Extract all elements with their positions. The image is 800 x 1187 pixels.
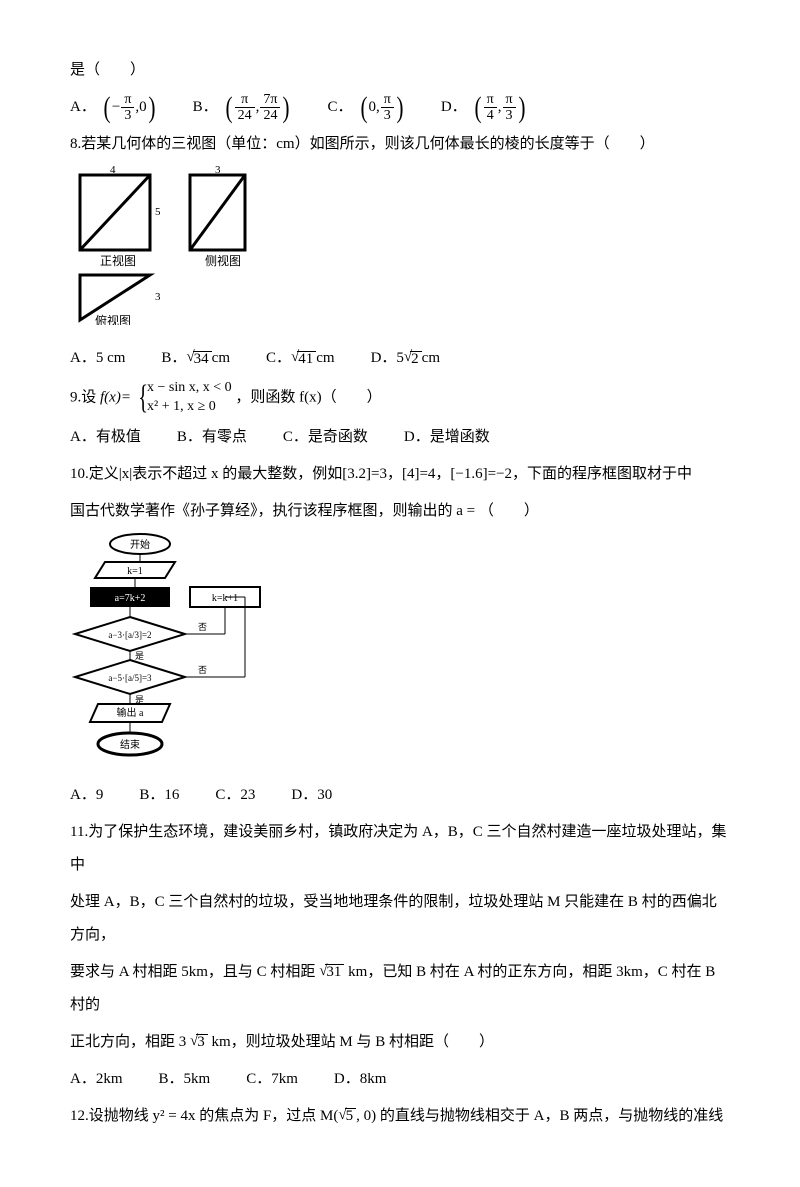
front-view-label: 正视图: [100, 253, 136, 268]
q11-line3: 要求与 A 村相距 5km，且与 C 村相距 31 km，已知 B 村在 A 村…: [70, 956, 730, 1022]
svg-text:3: 3: [155, 291, 161, 303]
side-view-label: 侧视图: [205, 253, 241, 268]
svg-text:是: 是: [135, 651, 144, 661]
svg-text:a=7k+2: a=7k+2: [115, 593, 146, 604]
q11-line4: 正北方向，相距 3 3 km，则垃圾处理站 M 与 B 村相距（ ）: [70, 1026, 730, 1059]
q7-C-paren: 0 , π 3: [359, 91, 405, 124]
piecewise-icon: { x − sin x, x < 0 x² + 1, x ≥ 0: [135, 379, 232, 417]
top-view-label: 俯视图: [95, 313, 131, 325]
q7-A-paren: − π 3 , 0: [102, 91, 157, 124]
q11-options: A．2km B．5km C．7km D．8km: [70, 1063, 730, 1096]
q7-tail: 是（ ）: [70, 54, 730, 87]
q11-opt-C: C．7km: [246, 1063, 298, 1096]
q7-A-minus: −: [112, 91, 120, 124]
q8-figure: 正视图 4 5 侧视图 3 俯视图 3: [70, 165, 730, 338]
q10-flowchart: 开始 k=1 a=7k+2 k=k+1 a−3·[a/3]=2 否 是 a−5·…: [70, 532, 730, 775]
q7-B-label: B．: [193, 91, 218, 124]
q10-opt-D: D．30: [291, 779, 332, 812]
q9-opt-C: C．是奇函数: [283, 421, 368, 454]
q7-options: A． − π 3 , 0 B． π 24 , 7π: [70, 91, 730, 124]
q10-line2: 国古代数学著作《孙子算经》，执行该程序框图，则输出的 a = （ ）: [70, 495, 730, 528]
svg-text:k=k+1: k=k+1: [212, 593, 238, 604]
q9-options: A．有极值 B．有零点 C．是奇函数 D．是增函数: [70, 421, 730, 454]
q7-D-label: D．: [441, 91, 467, 124]
svg-text:k=1: k=1: [127, 566, 143, 577]
q10-opt-C: C．23: [215, 779, 255, 812]
q7-B-paren: π 24 , 7π 24: [224, 91, 292, 124]
q7-A-frac1: π 3: [121, 92, 134, 124]
q7-C-label: C．: [327, 91, 352, 124]
svg-text:结束: 结束: [120, 738, 140, 751]
svg-text:输出 a: 输出 a: [117, 706, 144, 719]
q11-line1: 11.为了保护生态环境，建设美丽乡村，镇政府决定为 A，B，C 三个自然村建造一…: [70, 816, 730, 882]
q7-opt-A: A． − π 3 , 0: [70, 91, 157, 124]
q8-opt-A: A． 5 cm: [70, 342, 125, 375]
q11-opt-D: D．8km: [334, 1063, 387, 1096]
q10-opt-A: A．9: [70, 779, 103, 812]
svg-text:否: 否: [198, 622, 207, 632]
q7-A-label: A．: [70, 91, 96, 124]
q9-opt-D: D．是增函数: [404, 421, 490, 454]
q9-opt-A: A．有极值: [70, 421, 141, 454]
q7-opt-C: C． 0 , π 3: [327, 91, 404, 124]
q8-opt-B: B． 34 cm: [161, 342, 230, 375]
svg-text:a−5·[a/5]=3: a−5·[a/5]=3: [108, 673, 152, 683]
q8-options: A． 5 cm B． 34 cm C． 41 cm D． 5 2 cm: [70, 342, 730, 375]
q11-opt-A: A．2km: [70, 1063, 123, 1096]
q12-stem: 12.设抛物线 y² = 4x 的焦点为 F，过点 M(5, 0) 的直线与抛物…: [70, 1100, 730, 1133]
q8-opt-D: D． 5 2 cm: [371, 342, 440, 375]
svg-text:a−3·[a/3]=2: a−3·[a/3]=2: [108, 630, 151, 640]
svg-text:开始: 开始: [130, 538, 150, 551]
svg-text:4: 4: [110, 165, 116, 176]
q11-opt-B: B．5km: [159, 1063, 211, 1096]
q10-line1: 10.定义|x|表示不超过 x 的最大整数，例如[3.2]=3，[4]=4，[−…: [70, 458, 730, 491]
q10-opt-B: B．16: [139, 779, 179, 812]
q8-opt-C: C． 41 cm: [266, 342, 335, 375]
q10-options: A．9 B．16 C．23 D．30: [70, 779, 730, 812]
q7-opt-B: B． π 24 , 7π 24: [193, 91, 292, 124]
q9-opt-B: B．有零点: [177, 421, 247, 454]
three-view-diagram: 正视图 4 5 侧视图 3 俯视图 3: [70, 165, 270, 325]
svg-text:3: 3: [215, 165, 221, 176]
exam-page: 是（ ） A． − π 3 , 0 B． π 24 ,: [0, 0, 800, 1187]
q9-stem: 9.设 f(x)= { x − sin x, x < 0 x² + 1, x ≥…: [70, 379, 730, 417]
q7-D-paren: π 4 , π 3: [473, 91, 527, 124]
flowchart-diagram: 开始 k=1 a=7k+2 k=k+1 a−3·[a/3]=2 否 是 a−5·…: [70, 532, 280, 762]
q7-opt-D: D． π 4 , π 3: [441, 91, 527, 124]
q8-stem: 8.若某几何体的三视图（单位：cm）如图所示，则该几何体最长的棱的长度等于（ ）: [70, 128, 730, 161]
svg-text:5: 5: [155, 206, 161, 218]
svg-text:否: 否: [198, 665, 207, 675]
q11-line2: 处理 A，B，C 三个自然村的垃圾，受当地地理条件的限制，垃圾处理站 M 只能建…: [70, 886, 730, 952]
